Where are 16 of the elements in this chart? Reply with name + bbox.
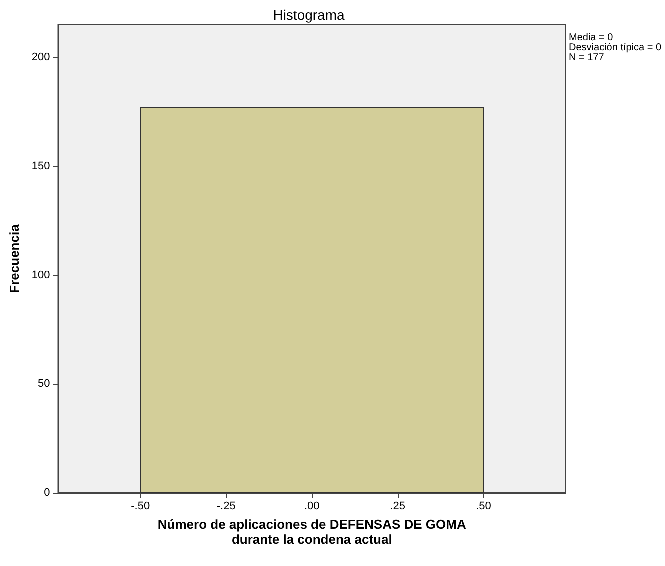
y-axis-title: Frecuencia <box>7 224 22 294</box>
x-tick-label: .50 <box>476 500 492 512</box>
text: Media = 0 <box>569 32 614 44</box>
y-tick-label: 50 <box>38 378 50 390</box>
y-tick-label: 200 <box>32 52 50 64</box>
x-tick-label: -.50 <box>131 500 150 512</box>
x-tick-label: -.25 <box>216 500 236 512</box>
x-axis-title: Número de aplicaciones de DEFENSAS DE GOMA durante la condena actual <box>158 516 467 547</box>
x-tick-label: .00 <box>304 500 320 512</box>
x-tick-label: .25 <box>390 500 406 512</box>
chart-title: Histograma <box>273 7 345 23</box>
y-tick-label: 100 <box>32 269 50 282</box>
y-tick-label: 150 <box>32 160 50 172</box>
y-tick-label: 0 <box>44 487 50 499</box>
text: Desviación típica = 0 <box>569 42 662 54</box>
text: N = 177 <box>569 52 605 64</box>
